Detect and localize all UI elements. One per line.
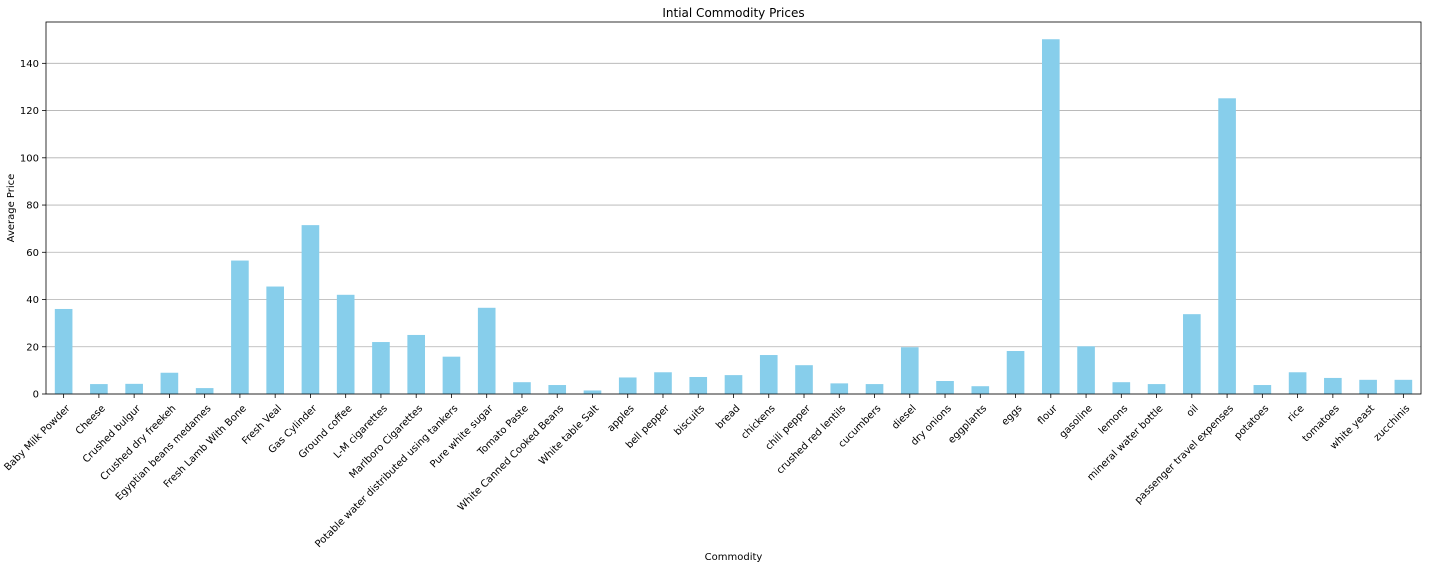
y-tick-label: 120: [20, 106, 39, 117]
bar: [125, 383, 143, 394]
bars: [54, 39, 1413, 394]
bar: [1147, 384, 1166, 394]
bar: [900, 347, 919, 394]
chart-title: Intial Commodity Prices: [662, 6, 804, 20]
bar: [971, 386, 990, 394]
y-tick-label: 100: [20, 153, 39, 164]
y-tick-label: 20: [26, 342, 39, 353]
y-tick-label: 40: [26, 295, 39, 306]
bar: [689, 376, 708, 394]
bar: [795, 365, 813, 394]
bar: [336, 294, 355, 394]
y-tick-label: 60: [26, 248, 39, 259]
bar: [759, 355, 778, 394]
bar: [1359, 379, 1377, 394]
bar: [1041, 39, 1060, 394]
bar: [477, 307, 496, 394]
bar: [1394, 379, 1413, 394]
bar: [1183, 314, 1201, 394]
bar: [724, 375, 743, 394]
bar: [54, 308, 73, 394]
bar: [513, 382, 531, 394]
bar: [936, 381, 954, 394]
bar: [195, 388, 214, 394]
y-axis-label: Average Price: [6, 174, 17, 243]
bar: [231, 260, 249, 394]
bar: [548, 385, 567, 394]
y-tick-label: 0: [33, 390, 39, 401]
bar: [865, 384, 884, 394]
bar: [266, 286, 284, 394]
bar: [301, 225, 320, 394]
bar: [830, 383, 849, 394]
bar: [1112, 382, 1131, 394]
bar: [583, 390, 602, 394]
bar: [1218, 98, 1236, 394]
bar: [618, 377, 637, 394]
x-axis-label: Commodity: [705, 552, 763, 563]
bar: [654, 372, 672, 394]
y-axis-ticks: 0 20 40 60 80 100 120 140: [20, 59, 46, 401]
bar: [1006, 351, 1025, 394]
bar: [160, 372, 179, 394]
y-tick-label: 140: [20, 59, 39, 70]
bar: [1288, 372, 1307, 394]
bar: [442, 356, 461, 394]
bar: [1253, 385, 1272, 394]
bar: [1077, 346, 1095, 394]
bar: [1324, 377, 1342, 394]
y-tick-label: 80: [26, 201, 39, 212]
bar: [90, 384, 108, 394]
bar: [407, 334, 426, 394]
bar: [372, 342, 390, 394]
